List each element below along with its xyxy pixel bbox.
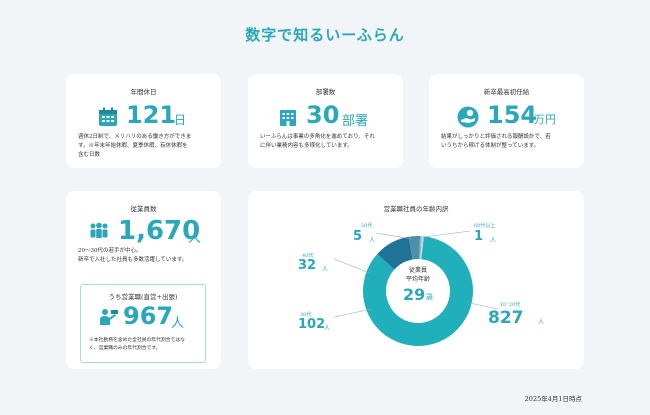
salary-value: 154 (487, 101, 538, 129)
employees-value: 1,670 (118, 216, 201, 246)
ages-title: 営業職社員の年齢内訳 (383, 205, 449, 213)
label-30s: 30代 (300, 312, 312, 318)
coin-hand-icon (457, 106, 479, 128)
departments-desc: いーふらんは事業の多角化を進めており、それ に伴い業務内容も多様化しています。 (260, 134, 375, 149)
leader-40s (333, 258, 371, 274)
unit-40s: 人 (322, 266, 329, 273)
holidays-desc: 週休2日制で、メリハリのある働き方ができま す。※年末年始休暇、夏季休暇、有休休暇… (78, 134, 192, 158)
calendar-icon (99, 107, 117, 126)
departments-value: 30 (306, 101, 340, 129)
value-40s: 32 (298, 258, 317, 273)
leader-10-20s (469, 302, 499, 310)
sales-value: 967 (123, 302, 174, 330)
employees-title: 従業員数 (130, 205, 157, 213)
holidays-title: 年間休日 (130, 88, 157, 96)
departments-unit: 部署 (342, 114, 369, 129)
salary-card: 新卒最高初任給 154 万円 結果がしっかりと評価される報酬設計で、若 いうちから… (429, 74, 584, 168)
employees-unit: 人 (188, 231, 202, 246)
salary-title: 新卒最高初任給 (483, 88, 530, 96)
donut-slice-60s-plus (420, 236, 424, 260)
holidays-unit: 日 (174, 113, 187, 127)
page-title: 数字で知るいーふらん (245, 26, 405, 44)
ages-card: 営業職社員の年齢内訳 従業員 平均年齢 29 歳 50代 5 人 60代以上 1… (248, 191, 584, 369)
unit-60s: 人 (490, 237, 497, 244)
donut-center: 従業員 平均年齢 (400, 265, 436, 283)
salary-desc: 結果がしっかりと評価される報酬設計で、若 いうちから稼げる体制が整っています。 (441, 134, 551, 149)
unit-50s: 人 (369, 237, 376, 244)
salary-unit: 万円 (534, 113, 556, 126)
center-line1: 従業員 (408, 267, 427, 274)
value-30s: 102 (298, 317, 326, 332)
unit-10-20s: 人 (538, 319, 545, 326)
holidays-card: 年間休日 121 日 週休2日制で、メリハリのある働き方ができま す。※年末年始休… (66, 74, 221, 168)
building-icon (280, 110, 296, 126)
age-donut-chart (333, 230, 499, 346)
sales-title: うち営業職(直営+出張) (108, 293, 178, 301)
donut-slice-50s (419, 236, 422, 260)
presenter-icon (100, 309, 118, 325)
donut-hole (387, 260, 449, 322)
sales-note: ※本社勤務を含めた全社員の年代割合ではな く、営業職のみの年代割合です。 (89, 338, 185, 351)
leader-60s (423, 230, 471, 238)
date-note: 2025年4月1日時点 (524, 395, 582, 403)
value-50s: 5 (353, 229, 363, 244)
unit-30s: 人 (324, 325, 331, 332)
label-40s: 40代 (302, 253, 314, 259)
center-value: 29 (403, 285, 426, 304)
donut-slice-10-20s (363, 236, 473, 346)
departments-title: 部署数 (315, 88, 336, 96)
donut-slice-40s (408, 236, 421, 260)
label-10-20s: 10･20代 (500, 302, 521, 308)
people-icon (90, 222, 108, 238)
leader-30s (333, 308, 373, 318)
value-60s: 1 (474, 229, 484, 244)
label-50s: 50代 (361, 223, 373, 229)
employees-card: 従業員数 1,670 人 20～30代の若手が中心。 新卒で入社した社員も多数活躍… (66, 191, 221, 369)
sales-unit: 人 (171, 316, 185, 331)
center-line2: 平均年齢 (405, 276, 430, 283)
holidays-value: 121 (126, 101, 177, 129)
departments-card: 部署数 30 部署 いーふらんは事業の多角化を進めており、それ に伴い業務内容も多… (248, 74, 403, 168)
center-unit: 歳 (426, 293, 433, 301)
value-10-20s: 827 (488, 308, 524, 328)
employees-desc: 20～30代の若手が中心。 新卒で入社した社員も多数活躍しています。 (78, 248, 188, 263)
donut-slice-30s (377, 236, 413, 270)
sales-subcard: うち営業職(直営+出張) 967 人 ※本社勤務を含めた全社員の年代割合ではなく… (80, 284, 206, 363)
label-60s: 60代以上 (474, 223, 496, 229)
leader-50s (375, 232, 413, 240)
